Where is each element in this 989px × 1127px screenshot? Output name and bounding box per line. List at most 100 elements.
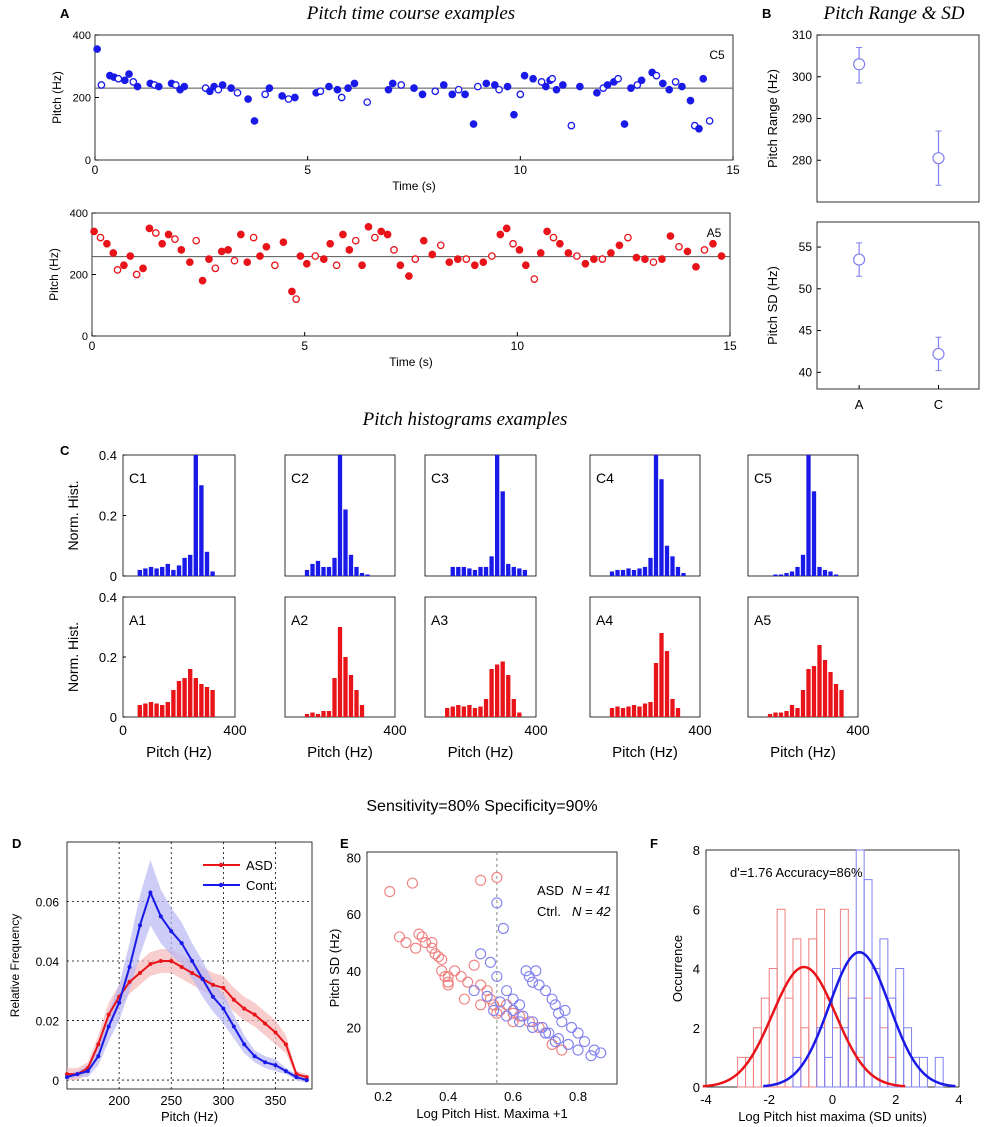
A-top-xlabel: Time (s) (392, 179, 436, 193)
B-bottom-mean-point (853, 253, 866, 266)
hist-A3-bar (489, 669, 494, 717)
hist-A5-bar (811, 666, 817, 717)
A-top-point (537, 78, 546, 86)
A-bottom-point (683, 247, 692, 256)
A-bottom-point (479, 258, 488, 267)
hist-C2-bar (337, 455, 343, 576)
hist-xtick-label: 400 (223, 722, 247, 738)
D-marker-ctrl (75, 1072, 80, 1077)
hist-A4-bar (637, 706, 642, 717)
hist-C3-bar (478, 566, 483, 576)
D-xtick-label: 250 (160, 1093, 182, 1108)
hist-A1-bar (137, 705, 142, 717)
A-bottom-point (217, 247, 226, 256)
A-top-point (473, 82, 482, 91)
D-legend-marker-ctrl (218, 882, 224, 888)
F-hist-bar-asd (832, 1027, 841, 1088)
A-bottom-point (453, 255, 462, 263)
A-top-point (316, 87, 325, 96)
A-top-point (431, 87, 440, 96)
D-marker-ctrl (106, 1024, 111, 1029)
A-top-point (469, 120, 478, 128)
hist-A1-bar (160, 705, 165, 717)
hist-xlabel: Pitch (Hz) (770, 744, 836, 761)
hist-C5-bar (828, 571, 833, 576)
D-marker-asd (179, 964, 184, 969)
A-top-point (603, 81, 612, 89)
hist-ytick-label: 0.2 (99, 650, 117, 665)
A-top-point (325, 82, 333, 91)
A-top-point (448, 90, 457, 99)
F-hist-bar-ctrl (855, 849, 865, 1088)
hist-A2-bar (348, 675, 354, 717)
A-bottom-point (311, 252, 320, 260)
A-bottom-point (256, 252, 264, 260)
A-bottom-point (641, 255, 649, 263)
A-top-point (516, 90, 525, 99)
hist-C1-bar (171, 569, 176, 576)
A-bottom-point (607, 249, 615, 257)
F-ylabel: Occurrence (670, 935, 685, 1002)
E-point-ctrl (501, 985, 513, 997)
E-point-ctrl (562, 1038, 574, 1050)
A-top-point (567, 121, 576, 130)
E-point-ctrl (491, 897, 503, 909)
E-point-asd (556, 1044, 568, 1056)
A-bottom-point (319, 255, 328, 263)
E-point-asd (501, 999, 513, 1011)
E-point-asd (494, 1004, 506, 1016)
A-bottom-ytick-label: 200 (70, 270, 88, 282)
D-marker-asd (169, 959, 174, 964)
hist-C1-bar (154, 568, 159, 576)
A-bottom-xlabel: Time (s) (389, 355, 433, 369)
D-marker-asd (137, 970, 142, 975)
B-top-ytick-label: 300 (792, 70, 812, 84)
hist-C4-bar (681, 572, 686, 576)
E-ylabel: Pitch SD (Hz) (327, 929, 342, 1008)
F-hist-bar-asd (879, 1027, 889, 1088)
hist-A4-bar (675, 708, 681, 717)
A-top-point (637, 76, 646, 85)
E-point-ctrl (475, 948, 487, 960)
E-point-ctrl (507, 1004, 519, 1016)
A-bottom-xtick-label: 5 (301, 339, 308, 353)
A-bottom-point (132, 270, 141, 279)
F-ytick-label: 8 (693, 843, 700, 858)
A-bottom-point (377, 227, 386, 236)
hist-C5-bar (811, 491, 817, 576)
D-ytick-label: 0.06 (36, 896, 60, 910)
A-bottom-point (109, 249, 118, 257)
panel-label-b: B (762, 6, 771, 21)
B-bottom-ylabel: Pitch SD (Hz) (765, 266, 780, 345)
A-bottom-point (470, 261, 479, 270)
hist-xlabel: Pitch (Hz) (612, 744, 678, 761)
B-top-mean-point (932, 152, 945, 165)
hist-C1-bar (182, 557, 187, 576)
E-point-ctrl (523, 970, 535, 983)
hist-C1-bar (188, 554, 193, 576)
hist-A5-bar (789, 705, 795, 717)
hist-C1-bar (148, 566, 154, 576)
A-top-point (93, 45, 101, 53)
A-bottom-xtick-label: 0 (89, 339, 96, 353)
hist-A2-bar (359, 705, 365, 717)
hist-C5-bar (784, 572, 789, 576)
E-point-asd (455, 970, 467, 983)
title-b: Pitch Range & SD (823, 3, 965, 24)
A-top-point (384, 85, 393, 94)
A-top-label: C5 (709, 48, 725, 62)
A-bottom-point (351, 236, 360, 245)
E-point-asd (442, 976, 454, 988)
D-band-ctrl (67, 859, 307, 1084)
hist-C4-bar (659, 479, 664, 576)
F-xtick-label: 4 (955, 1092, 962, 1107)
D-marker-ctrl (137, 923, 142, 928)
A-bottom-point (96, 233, 105, 242)
A-top-point (114, 74, 123, 83)
F-hist-bar-asd (752, 1027, 762, 1088)
hist-C2-bar (315, 560, 321, 576)
hist-C3-bar (467, 568, 472, 576)
D-marker-ctrl (283, 1069, 288, 1074)
D-xtick-label: 300 (213, 1093, 235, 1108)
E-point-ctrl (488, 1004, 500, 1016)
